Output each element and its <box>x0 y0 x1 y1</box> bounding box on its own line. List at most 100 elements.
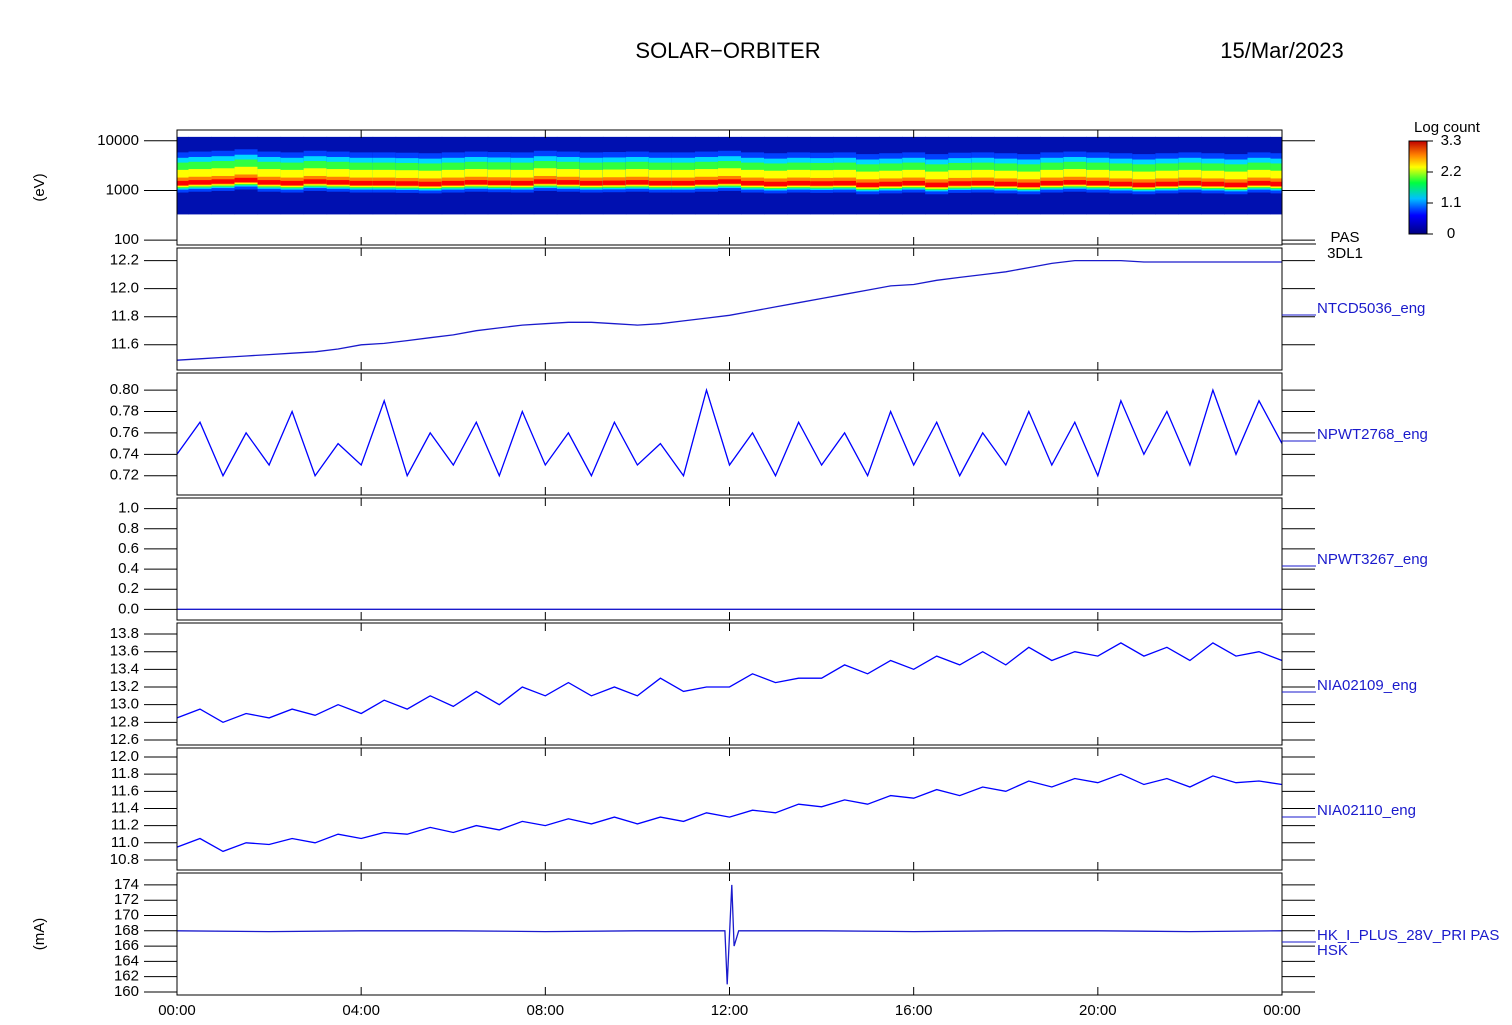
panel-frame <box>176 247 1283 371</box>
spectrogram-band <box>280 180 305 186</box>
x-tick-label: 00:00 <box>158 1002 196 1019</box>
spectrogram-band <box>303 179 328 184</box>
spectrogram-band <box>856 182 880 187</box>
spectrogram-band <box>1247 180 1271 186</box>
spectrogram-band <box>1132 182 1156 187</box>
y-tick-label: 11.8 <box>111 308 139 325</box>
y-tick-label: 0.8 <box>118 520 139 537</box>
y-tick-label: 10.8 <box>110 851 139 868</box>
y-tick-label: 11.2 <box>111 817 139 834</box>
spectrogram-band <box>1201 181 1225 187</box>
x-tick-label: 12:00 <box>711 1002 749 1019</box>
spectrogram-band <box>764 181 788 187</box>
spectrogram-band <box>1063 180 1087 185</box>
y-tick-label: 160 <box>114 983 139 1000</box>
spectrogram-band <box>1224 182 1248 187</box>
x-tick-label: 16:00 <box>895 1002 933 1019</box>
colorbar-tick-label: 0 <box>1447 225 1455 242</box>
colorbar-title: Log count <box>1414 119 1481 136</box>
spectrogram-band <box>395 181 420 186</box>
spectrogram-band <box>177 180 190 186</box>
y-tick-label: 166 <box>114 937 139 954</box>
x-tick-label: 00:00 <box>1263 1002 1301 1019</box>
spectrogram-band <box>441 180 466 186</box>
panel-frame <box>176 372 1283 496</box>
x-tick-label: 04:00 <box>342 1002 380 1019</box>
y-tick-label: 0.2 <box>118 580 139 597</box>
spectrogram-band <box>602 180 627 185</box>
spectrogram-band <box>349 180 374 186</box>
y-tick-label: 172 <box>114 891 139 908</box>
y-tick-label: 13.0 <box>110 696 139 713</box>
spectrogram-band <box>948 181 972 186</box>
y-tick-label: 164 <box>114 952 139 969</box>
spectrogram-band <box>1270 181 1283 187</box>
data-line <box>176 387 1283 478</box>
y-tick-label: 13.2 <box>110 678 139 695</box>
panel-label: NPWT2768_eng <box>1317 426 1428 443</box>
spectrogram-band <box>971 180 995 186</box>
y-tick-label: 11.8 <box>111 765 139 782</box>
panel-label: NIA02110_eng <box>1317 802 1416 819</box>
panel-frame <box>176 497 1283 621</box>
y-tick-label: 12.0 <box>110 748 139 765</box>
spectrogram-band <box>671 180 696 186</box>
spectrogram-band <box>1086 180 1110 186</box>
spectrogram-band <box>787 180 811 186</box>
y-tick-label: 12.0 <box>110 280 139 297</box>
data-line <box>176 884 1283 985</box>
y-tick-label: 174 <box>114 876 139 893</box>
panel-frame <box>176 747 1283 871</box>
y-tick-label: 0.72 <box>110 467 139 484</box>
y-axis-label: (eV) <box>31 173 48 201</box>
spectrogram-band <box>556 180 581 185</box>
spectrogram-band <box>326 180 351 185</box>
panel-label: HSK <box>1317 942 1348 959</box>
x-tick-label: 08:00 <box>527 1002 565 1019</box>
y-tick-label: 12.8 <box>110 713 139 730</box>
spectrogram-band <box>1040 180 1064 186</box>
y-tick-label: 13.4 <box>110 660 139 677</box>
spectrogram-band <box>257 180 282 185</box>
spectrogram-band <box>902 180 926 186</box>
panel-label: NIA02109_eng <box>1317 677 1417 694</box>
spectrogram-band <box>579 180 604 186</box>
panel-label: NPWT3267_eng <box>1317 551 1428 568</box>
panel-label: HK_I_PLUS_28V_PRI PAS <box>1317 927 1499 944</box>
y-tick-label: 11.6 <box>111 336 139 353</box>
y-tick-label: 11.6 <box>111 782 139 799</box>
spectrogram-band <box>833 180 857 186</box>
spectrogram-band <box>1155 181 1179 187</box>
spectrogram-band <box>234 177 259 183</box>
panel-label: PAS <box>1331 229 1360 246</box>
y-tick-label: 170 <box>114 906 139 923</box>
spectrogram-band <box>372 180 397 186</box>
y-tick-label: 1000 <box>106 181 139 198</box>
spectrogram-band <box>810 181 834 186</box>
y-tick-label: 162 <box>114 968 139 985</box>
spectrogram-band <box>418 181 443 187</box>
y-tick-label: 0.80 <box>110 381 139 398</box>
y-tick-label: 100 <box>114 231 139 248</box>
spectrogram-band <box>464 180 489 185</box>
spectrogram-band <box>487 180 512 185</box>
y-tick-label: 10000 <box>97 132 139 149</box>
y-tick-label: 168 <box>114 922 139 939</box>
title: SOLAR−ORBITER <box>635 38 820 63</box>
spectrogram-band <box>925 182 949 187</box>
spectrogram-band <box>694 180 719 185</box>
spectrogram-band <box>1178 180 1202 186</box>
x-tick-label: 20:00 <box>1079 1002 1117 1019</box>
spectrogram-band <box>879 181 903 187</box>
y-tick-label: 12.6 <box>110 731 139 748</box>
spectrogram-band <box>1109 181 1133 187</box>
panel-label: 3DL1 <box>1327 245 1363 262</box>
y-tick-label: 0.6 <box>118 540 139 557</box>
spectrogram-band <box>717 179 742 184</box>
y-tick-label: 0.74 <box>110 445 139 462</box>
spectrogram-band <box>648 180 673 186</box>
spectrogram-band <box>510 180 535 186</box>
data-line <box>176 642 1283 724</box>
